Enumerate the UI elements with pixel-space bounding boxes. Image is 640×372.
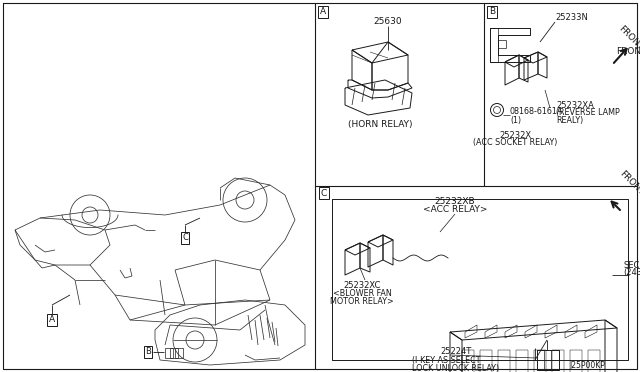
Text: FRONT: FRONT xyxy=(616,48,640,57)
Text: B: B xyxy=(145,347,151,356)
Text: MOTOR RELAY>: MOTOR RELAY> xyxy=(330,296,394,305)
Text: (HORN RELAY): (HORN RELAY) xyxy=(348,121,412,129)
Text: (24350P): (24350P) xyxy=(623,269,640,278)
Text: C: C xyxy=(182,234,188,243)
Text: (REVERSE LAMP: (REVERSE LAMP xyxy=(556,109,620,118)
Text: <BLOWER FAN: <BLOWER FAN xyxy=(333,289,392,298)
Text: <ACC RELAY>: <ACC RELAY> xyxy=(423,205,487,215)
Text: 25233N: 25233N xyxy=(555,13,588,22)
Text: 25630: 25630 xyxy=(374,17,403,26)
Text: FRONT: FRONT xyxy=(618,169,640,197)
Text: 25232X: 25232X xyxy=(499,131,531,140)
Text: (1): (1) xyxy=(510,115,521,125)
Text: REALY): REALY) xyxy=(556,115,583,125)
Text: (ACC SOCKET RELAY): (ACC SOCKET RELAY) xyxy=(473,138,557,148)
Text: A: A xyxy=(49,315,55,324)
Text: J25P00KP: J25P00KP xyxy=(569,362,605,371)
Text: 25232XB: 25232XB xyxy=(435,198,476,206)
Text: B: B xyxy=(489,7,495,16)
Text: C: C xyxy=(321,189,327,198)
Text: 25232XC: 25232XC xyxy=(343,280,381,289)
Text: SEC.240: SEC.240 xyxy=(623,260,640,269)
Text: A: A xyxy=(320,7,326,16)
Text: 08168-6161A: 08168-6161A xyxy=(510,108,563,116)
Text: LOCK UNLOCK RELAY): LOCK UNLOCK RELAY) xyxy=(412,363,499,372)
Text: (I-KEY AS SELECT: (I-KEY AS SELECT xyxy=(412,356,481,365)
Text: FRONT: FRONT xyxy=(617,24,640,52)
Text: 25232XA: 25232XA xyxy=(556,100,594,109)
Text: 25224T: 25224T xyxy=(440,347,471,356)
